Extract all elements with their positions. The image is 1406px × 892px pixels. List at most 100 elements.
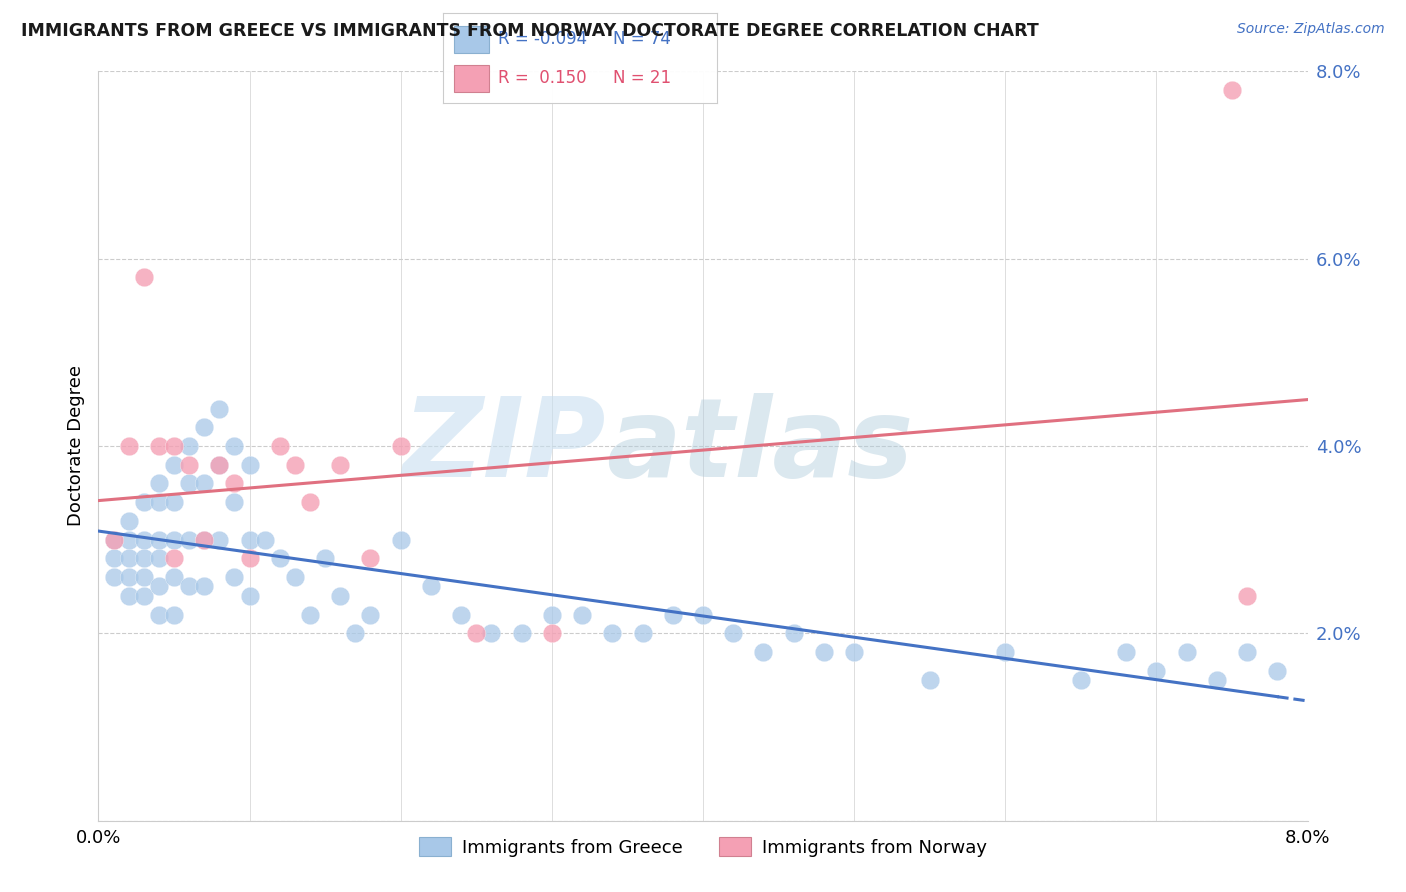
Point bbox=[540, 607, 562, 622]
Point bbox=[360, 551, 382, 566]
Point bbox=[239, 551, 262, 566]
Point bbox=[148, 533, 170, 547]
Text: R = -0.094: R = -0.094 bbox=[498, 30, 586, 48]
Text: IMMIGRANTS FROM GREECE VS IMMIGRANTS FROM NORWAY DOCTORATE DEGREE CORRELATION CH: IMMIGRANTS FROM GREECE VS IMMIGRANTS FRO… bbox=[21, 22, 1039, 40]
Point bbox=[1175, 645, 1198, 659]
Text: ZIP: ZIP bbox=[402, 392, 606, 500]
Point bbox=[103, 533, 125, 547]
Point bbox=[389, 439, 412, 453]
Point bbox=[1236, 589, 1258, 603]
Point bbox=[1206, 673, 1229, 688]
Point bbox=[1267, 664, 1289, 678]
Point bbox=[148, 607, 170, 622]
Point bbox=[179, 439, 201, 453]
Point bbox=[299, 495, 322, 509]
Point bbox=[540, 626, 562, 640]
Point bbox=[132, 495, 155, 509]
Point bbox=[329, 589, 352, 603]
Point bbox=[1236, 645, 1258, 659]
Point bbox=[148, 476, 170, 491]
Point bbox=[631, 626, 654, 640]
Point bbox=[783, 626, 806, 640]
Point bbox=[510, 626, 533, 640]
Point bbox=[284, 458, 307, 472]
Point bbox=[224, 476, 246, 491]
Point bbox=[132, 551, 155, 566]
Point bbox=[118, 439, 141, 453]
Point bbox=[224, 570, 246, 584]
Point bbox=[118, 514, 141, 528]
Point bbox=[148, 580, 170, 594]
Point bbox=[269, 439, 291, 453]
Point bbox=[329, 458, 352, 472]
Point bbox=[179, 476, 201, 491]
Point bbox=[208, 401, 231, 416]
Point bbox=[344, 626, 367, 640]
Point bbox=[118, 533, 141, 547]
Point bbox=[193, 533, 215, 547]
Point bbox=[1146, 664, 1168, 678]
Point bbox=[179, 580, 201, 594]
Point bbox=[118, 551, 141, 566]
Point bbox=[132, 589, 155, 603]
Point bbox=[813, 645, 835, 659]
Text: N = 74: N = 74 bbox=[613, 30, 671, 48]
Point bbox=[118, 570, 141, 584]
Point bbox=[284, 570, 307, 584]
Point bbox=[163, 439, 186, 453]
FancyBboxPatch shape bbox=[454, 65, 489, 92]
Point bbox=[481, 626, 503, 640]
Point bbox=[179, 533, 201, 547]
Point bbox=[103, 570, 125, 584]
Point bbox=[193, 420, 215, 434]
Point bbox=[148, 551, 170, 566]
Point bbox=[208, 533, 231, 547]
Point bbox=[994, 645, 1017, 659]
Legend: Immigrants from Greece, Immigrants from Norway: Immigrants from Greece, Immigrants from … bbox=[412, 830, 994, 864]
Point bbox=[692, 607, 714, 622]
Point bbox=[239, 589, 262, 603]
Text: Source: ZipAtlas.com: Source: ZipAtlas.com bbox=[1237, 22, 1385, 37]
Point bbox=[253, 533, 276, 547]
Point bbox=[239, 533, 262, 547]
Point bbox=[208, 458, 231, 472]
Point bbox=[723, 626, 745, 640]
Point bbox=[193, 580, 215, 594]
Point bbox=[1070, 673, 1092, 688]
Point bbox=[163, 458, 186, 472]
Point bbox=[132, 570, 155, 584]
Point bbox=[844, 645, 866, 659]
Y-axis label: Doctorate Degree: Doctorate Degree bbox=[66, 366, 84, 526]
Point bbox=[193, 476, 215, 491]
Point bbox=[193, 533, 215, 547]
Point bbox=[224, 495, 246, 509]
Point bbox=[118, 589, 141, 603]
Point bbox=[918, 673, 941, 688]
Point bbox=[1115, 645, 1137, 659]
Point bbox=[299, 607, 322, 622]
Text: atlas: atlas bbox=[606, 392, 914, 500]
Point bbox=[163, 607, 186, 622]
Point bbox=[163, 551, 186, 566]
Point bbox=[269, 551, 291, 566]
Point bbox=[132, 533, 155, 547]
Point bbox=[163, 495, 186, 509]
Point bbox=[571, 607, 593, 622]
Point bbox=[450, 607, 472, 622]
Point bbox=[1220, 83, 1243, 97]
Point bbox=[208, 458, 231, 472]
Point bbox=[239, 458, 262, 472]
Point bbox=[602, 626, 624, 640]
Point bbox=[389, 533, 412, 547]
Text: N = 21: N = 21 bbox=[613, 69, 671, 87]
Point bbox=[752, 645, 775, 659]
FancyBboxPatch shape bbox=[454, 26, 489, 53]
Point bbox=[163, 533, 186, 547]
Point bbox=[360, 607, 382, 622]
Point bbox=[224, 439, 246, 453]
Point bbox=[314, 551, 336, 566]
Point bbox=[103, 533, 125, 547]
Point bbox=[132, 270, 155, 285]
Point bbox=[103, 551, 125, 566]
Text: R =  0.150: R = 0.150 bbox=[498, 69, 586, 87]
